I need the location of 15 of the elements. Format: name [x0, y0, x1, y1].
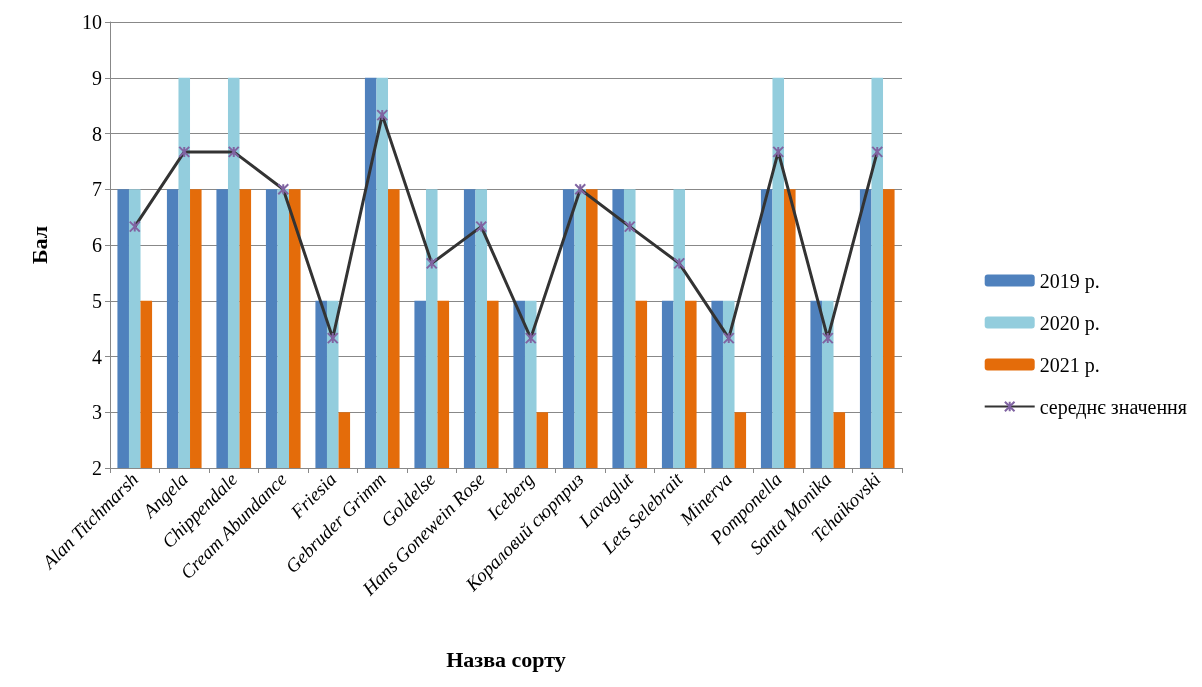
y-axis-title: Бал: [26, 225, 52, 265]
legend-label: 2019 р.: [1039, 269, 1100, 293]
y-tick-label: 7: [92, 178, 102, 201]
legend-label: середнє значення: [1039, 395, 1187, 419]
legend-label: 2020 р.: [1039, 311, 1100, 335]
y-tick-label: 3: [92, 401, 102, 424]
legend-label: 2021 р.: [1039, 353, 1100, 377]
y-tick-label: 5: [92, 289, 102, 312]
y-tick-label: 8: [92, 122, 102, 145]
y-tick-label: 10: [82, 11, 102, 33]
x-axis-title: Назва сорту: [446, 646, 566, 672]
y-tick-label: 2: [92, 457, 102, 479]
y-tick-label: 9: [92, 66, 102, 89]
y-tick-label: 6: [92, 234, 102, 256]
y-tick-label: 4: [92, 345, 102, 368]
